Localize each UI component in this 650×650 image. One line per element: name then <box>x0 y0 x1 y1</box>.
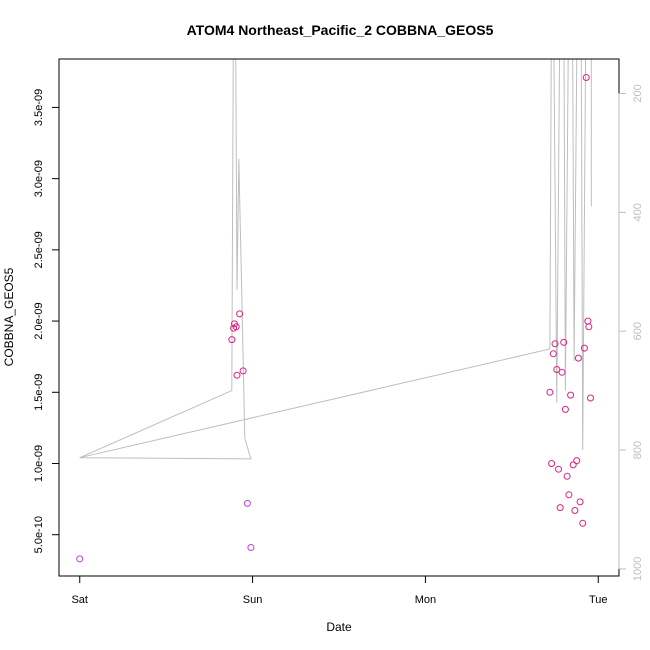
x-axis-label: Date <box>326 620 352 634</box>
data-point-25 <box>573 457 581 465</box>
data-point-30 <box>582 74 590 81</box>
data-point-21 <box>565 491 573 499</box>
data-point-26 <box>574 354 582 362</box>
y-tick-label-6: 3.5e-09 <box>33 89 45 126</box>
data-point-20 <box>563 472 571 480</box>
data-point-17 <box>558 368 566 376</box>
x-tick-label-3: Tue <box>589 594 608 606</box>
plot-frame <box>58 58 620 577</box>
data-point-1 <box>228 336 236 344</box>
data-point-16 <box>556 504 564 512</box>
data-point-32 <box>585 323 593 331</box>
data-point-33 <box>587 394 594 402</box>
data-point-22 <box>567 391 575 399</box>
data-point-15 <box>555 465 562 473</box>
data-point-9 <box>247 544 255 551</box>
x-tick-label-1: Sun <box>243 594 263 606</box>
data-point-13 <box>551 340 559 348</box>
y2-tick-label-1: 400 <box>632 203 644 221</box>
y2-tick-label-0: 200 <box>632 84 644 102</box>
x-tick-label-0: Sat <box>71 594 88 606</box>
data-point-27 <box>576 498 584 506</box>
data-point-8 <box>243 499 251 507</box>
y-tick-label-4: 2.5e-09 <box>33 231 45 268</box>
y-tick-label-5: 3.0e-09 <box>33 160 45 197</box>
y2-tick-label-3: 800 <box>632 441 644 459</box>
y-tick-label-0: 5.0e-10 <box>33 516 45 553</box>
data-point-0 <box>76 555 84 563</box>
data-point-11 <box>548 460 556 467</box>
data-point-28 <box>579 519 587 527</box>
y-axis: 5.0e-10 1.0e-09 1.5e-09 2.0e-09 2.5e-09 3.0e-… <box>33 89 60 553</box>
y2-tick-label-2: 600 <box>632 322 644 340</box>
data-point-31 <box>584 317 592 325</box>
chart-title: ATOM4 Northeast_Pacific_2 COBBNA_GEOS5 <box>187 22 494 38</box>
x-axis: Sat Sun Mon Tue <box>71 575 608 606</box>
data-point-4 <box>232 323 240 331</box>
y-tick-label-2: 1.5e-09 <box>33 374 45 411</box>
data-point-5 <box>233 371 241 379</box>
data-point-14 <box>553 366 561 373</box>
data-point-24 <box>571 507 579 514</box>
x-tick-label-2: Mon <box>415 594 436 606</box>
y-tick-label-1: 1.0e-09 <box>33 445 45 482</box>
data-point-12 <box>549 350 557 358</box>
data-point-23 <box>569 461 577 469</box>
data-point-29 <box>580 344 588 352</box>
plot-area <box>76 59 594 563</box>
data-point-7 <box>239 367 247 375</box>
series-line <box>79 59 592 460</box>
data-point-10 <box>546 388 554 396</box>
y-tick-label-3: 2.0e-09 <box>33 302 45 339</box>
data-point-19 <box>561 405 569 413</box>
y-axis-label: COBBNA_GEOS5 <box>2 267 16 366</box>
y2-axis: 200 400 600 800 1000 <box>618 84 644 581</box>
data-point-6 <box>236 310 244 318</box>
data-point-18 <box>560 338 568 346</box>
y2-tick-label-4: 1000 <box>632 557 644 581</box>
